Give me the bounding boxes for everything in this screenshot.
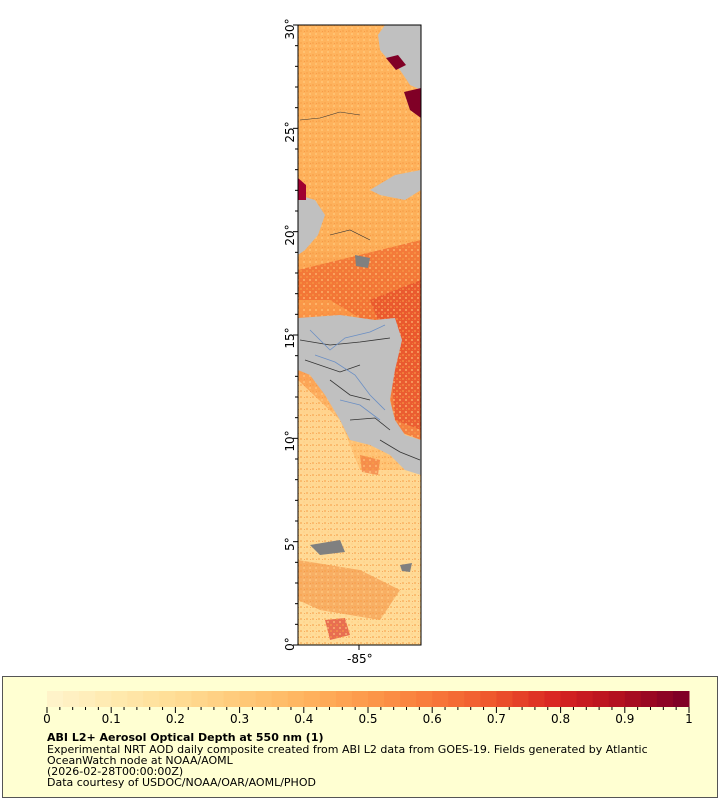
colorbar-swatch — [191, 691, 208, 707]
colorbar-swatch — [95, 691, 112, 707]
lat-label-5: 5° — [283, 537, 297, 551]
colorbar-tick-label: 0.5 — [358, 712, 378, 726]
colorbar-swatch — [63, 691, 80, 707]
colorbar-tick-label: 0.4 — [294, 712, 314, 726]
colorbar-swatch — [143, 691, 160, 707]
lat-label-20: 20° — [283, 224, 297, 246]
colorbar-swatch — [207, 691, 225, 707]
colorbar-swatch — [303, 691, 321, 707]
lat-label-25: 25° — [283, 121, 297, 143]
colorbar-swatch — [351, 691, 369, 707]
colorbar-swatch — [319, 691, 337, 707]
colorbar-tick-label: 0.3 — [230, 712, 250, 726]
lat-label-30: 30° — [283, 18, 297, 40]
colorbar-swatch — [560, 691, 578, 707]
colorbar-swatch — [175, 691, 192, 707]
colorbar-swatch — [47, 691, 64, 707]
lat-label-15: 15° — [283, 327, 297, 349]
colorbar-swatch — [464, 691, 481, 707]
colorbar-swatch — [576, 691, 594, 707]
colorbar-swatch — [223, 691, 241, 707]
colorbar-swatch — [384, 691, 401, 707]
colorbar-tick-label: 0.6 — [422, 712, 442, 726]
colorbar-tick-label: 0.1 — [101, 712, 121, 726]
colorbar-swatch — [592, 691, 610, 707]
colorbar-swatch — [640, 691, 658, 707]
colorbar — [46, 691, 690, 713]
colorbar-swatch — [368, 691, 385, 707]
colorbar-swatch — [432, 691, 449, 707]
aod-map[interactable] — [0, 0, 720, 672]
land-central-america — [298, 315, 421, 475]
legend-credit: Data courtesy of USDOC/NOAA/OAR/AOML/PHO… — [47, 776, 316, 789]
colorbar-tick-label: 0.9 — [615, 712, 635, 726]
map-panel: 30° 25° 20° 15° 10° 5° 0° -85° — [0, 0, 720, 672]
colorbar-swatch — [255, 691, 273, 707]
colorbar-swatch — [480, 691, 497, 707]
colorbar-swatch — [624, 691, 642, 707]
aod-field — [298, 25, 421, 645]
colorbar-swatch — [239, 691, 257, 707]
lat-label-0: 0° — [283, 637, 297, 651]
colorbar-tick-label: 1 — [685, 712, 693, 726]
colorbar-swatch — [111, 691, 128, 707]
legend-timestamp: (2026-02-28T00:00:00Z) — [47, 765, 184, 778]
colorbar-swatch — [400, 691, 417, 707]
colorbar-tick-label: 0.2 — [165, 712, 185, 726]
colorbar-swatch — [608, 691, 626, 707]
land-mexico — [298, 195, 325, 255]
colorbar-swatch — [335, 691, 353, 707]
colorbar-tick-label: 0 — [43, 712, 51, 726]
colorbar-swatch — [416, 691, 433, 707]
colorbar-swatch — [656, 691, 674, 707]
colorbar-swatch — [79, 691, 96, 707]
colorbar-tick-label: 0.7 — [486, 712, 506, 726]
colorbar-swatch — [127, 691, 144, 707]
colorbar-swatch — [544, 691, 562, 707]
legend-description-2: OceanWatch node at NOAA/AOML — [47, 754, 233, 767]
legend-title: ABI L2+ Aerosol Optical Depth at 550 nm … — [47, 731, 324, 744]
colorbar-swatch — [528, 691, 546, 707]
legend-description-1: Experimental NRT AOD daily composite cre… — [47, 743, 648, 756]
land-yucatan — [370, 170, 421, 200]
lon-label-85: -85° — [347, 652, 373, 666]
colorbar-swatch — [287, 691, 305, 707]
colorbar-swatch — [448, 691, 465, 707]
colorbar-tick-label: 0.8 — [551, 712, 571, 726]
lat-label-10: 10° — [283, 430, 297, 452]
colorbar-swatch — [496, 691, 513, 707]
colorbar-swatch — [159, 691, 176, 707]
colorbar-swatch — [672, 691, 690, 707]
colorbar-swatch — [512, 691, 529, 707]
colorbar-swatch — [271, 691, 289, 707]
